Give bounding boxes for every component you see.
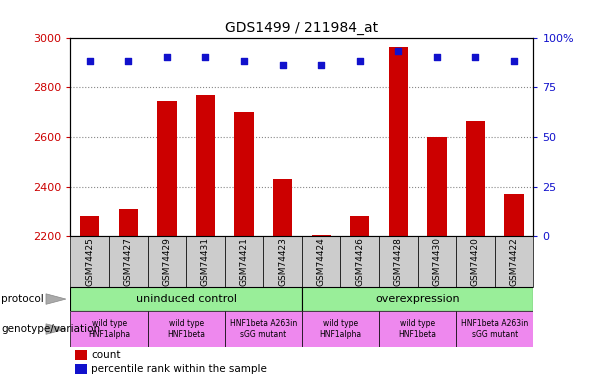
Text: GSM74425: GSM74425: [85, 237, 94, 286]
Bar: [75, 350, 86, 360]
Bar: [379, 311, 456, 347]
Point: [509, 58, 519, 64]
Point: [85, 58, 94, 64]
Bar: [495, 236, 533, 287]
Bar: [119, 209, 138, 236]
Bar: [302, 287, 533, 311]
Title: GDS1499 / 211984_at: GDS1499 / 211984_at: [226, 21, 378, 35]
Bar: [379, 236, 417, 287]
Bar: [225, 311, 302, 347]
Text: wild type
HNF1beta: wild type HNF1beta: [167, 320, 205, 339]
Text: protocol: protocol: [1, 294, 44, 304]
Point: [123, 58, 133, 64]
Text: wild type
HNF1beta: wild type HNF1beta: [398, 320, 436, 339]
Bar: [109, 236, 148, 287]
Text: GSM74423: GSM74423: [278, 237, 287, 286]
Point: [355, 58, 365, 64]
Polygon shape: [46, 324, 66, 334]
Point: [394, 48, 403, 54]
Point: [162, 54, 172, 60]
Text: GSM74427: GSM74427: [124, 237, 133, 286]
Bar: [389, 48, 408, 236]
Text: GSM74424: GSM74424: [317, 237, 326, 286]
Text: wild type
HNF1alpha: wild type HNF1alpha: [319, 320, 362, 339]
Bar: [196, 94, 215, 236]
Text: GSM74428: GSM74428: [394, 237, 403, 286]
Point: [316, 62, 326, 68]
Bar: [225, 236, 264, 287]
Text: genotype/variation: genotype/variation: [1, 324, 101, 334]
Text: GSM74431: GSM74431: [201, 237, 210, 286]
Text: wild type
HNF1alpha: wild type HNF1alpha: [88, 320, 130, 339]
Text: GSM74420: GSM74420: [471, 237, 480, 286]
Text: percentile rank within the sample: percentile rank within the sample: [91, 364, 267, 374]
Bar: [70, 236, 109, 287]
Bar: [158, 101, 177, 236]
Bar: [302, 311, 379, 347]
Text: GSM74430: GSM74430: [432, 237, 441, 286]
Bar: [456, 311, 533, 347]
Bar: [148, 311, 225, 347]
Bar: [427, 137, 446, 236]
Point: [278, 62, 287, 68]
Bar: [466, 121, 485, 236]
Bar: [302, 236, 340, 287]
Point: [432, 54, 442, 60]
Bar: [350, 216, 370, 236]
Text: GSM74422: GSM74422: [509, 237, 519, 286]
Text: HNF1beta A263in
sGG mutant: HNF1beta A263in sGG mutant: [461, 320, 528, 339]
Polygon shape: [46, 294, 66, 304]
Bar: [456, 236, 495, 287]
Bar: [273, 179, 292, 236]
Point: [471, 54, 481, 60]
Text: GSM74429: GSM74429: [162, 237, 172, 286]
Point: [200, 54, 210, 60]
Point: [239, 58, 249, 64]
Bar: [234, 112, 254, 236]
Bar: [186, 236, 225, 287]
Bar: [264, 236, 302, 287]
Bar: [340, 236, 379, 287]
Bar: [70, 287, 302, 311]
Text: uninduced control: uninduced control: [135, 294, 237, 304]
Text: count: count: [91, 350, 121, 360]
Bar: [148, 236, 186, 287]
Bar: [70, 311, 148, 347]
Bar: [80, 216, 99, 236]
Text: GSM74426: GSM74426: [356, 237, 364, 286]
Text: GSM74421: GSM74421: [240, 237, 248, 286]
Text: HNF1beta A263in
sGG mutant: HNF1beta A263in sGG mutant: [230, 320, 297, 339]
Text: overexpression: overexpression: [375, 294, 460, 304]
Bar: [311, 235, 331, 236]
Bar: [417, 236, 456, 287]
Bar: [504, 194, 524, 236]
Bar: [75, 364, 86, 374]
